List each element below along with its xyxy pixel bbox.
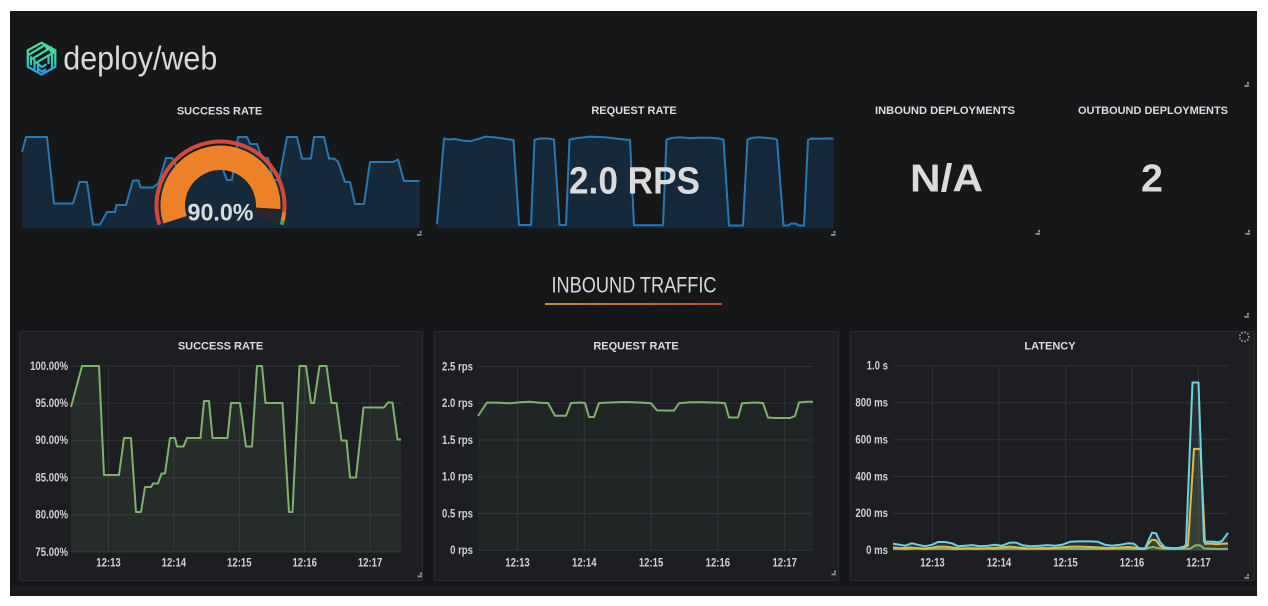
svg-text:12:15: 12:15 (227, 558, 252, 570)
svg-text:90.0%: 90.0% (188, 200, 254, 227)
svg-text:12:16: 12:16 (1120, 558, 1145, 570)
svg-text:REQUEST RATE: REQUEST RATE (591, 105, 676, 117)
svg-text:2.0 rps: 2.0 rps (442, 398, 473, 410)
svg-text:12:13: 12:13 (96, 558, 121, 570)
svg-text:95.00%: 95.00% (35, 398, 68, 410)
svg-text:INBOUND DEPLOYMENTS: INBOUND DEPLOYMENTS (875, 105, 1015, 117)
svg-text:REQUEST RATE: REQUEST RATE (593, 341, 678, 353)
svg-text:0 rps: 0 rps (450, 545, 473, 557)
svg-text:400 ms: 400 ms (855, 471, 888, 483)
svg-text:600 ms: 600 ms (855, 435, 888, 447)
svg-text:12:17: 12:17 (772, 558, 797, 570)
svg-text:1.5 rps: 1.5 rps (442, 435, 473, 447)
svg-text:12:17: 12:17 (358, 558, 383, 570)
svg-text:12:16: 12:16 (706, 558, 731, 570)
svg-text:2.5 rps: 2.5 rps (442, 361, 473, 373)
svg-text:2: 2 (1141, 158, 1163, 201)
svg-text:0 ms: 0 ms (866, 545, 888, 557)
svg-text:90.00%: 90.00% (35, 435, 68, 447)
svg-text:75.00%: 75.00% (35, 547, 68, 559)
svg-text:1.0 s: 1.0 s (867, 361, 888, 373)
svg-text:12:13: 12:13 (920, 558, 945, 570)
svg-text:12:14: 12:14 (987, 558, 1012, 570)
svg-text:85.00%: 85.00% (35, 472, 68, 484)
svg-text:1.0 rps: 1.0 rps (442, 472, 473, 484)
svg-text:deploy/web: deploy/web (63, 39, 217, 76)
svg-text:12:15: 12:15 (639, 558, 664, 570)
svg-text:200 ms: 200 ms (855, 508, 888, 520)
svg-text:12:16: 12:16 (292, 558, 317, 570)
svg-text:12:14: 12:14 (572, 558, 597, 570)
svg-text:SUCCESS RATE: SUCCESS RATE (177, 106, 262, 118)
svg-text:SUCCESS RATE: SUCCESS RATE (178, 341, 263, 353)
svg-text:800 ms: 800 ms (855, 398, 888, 410)
svg-text:OUTBOUND DEPLOYMENTS: OUTBOUND DEPLOYMENTS (1078, 105, 1228, 117)
svg-text:12:13: 12:13 (505, 558, 530, 570)
svg-text:12:14: 12:14 (162, 558, 187, 570)
svg-text:100.00%: 100.00% (30, 361, 68, 373)
svg-text:12:17: 12:17 (1186, 558, 1211, 570)
svg-text:0.5 rps: 0.5 rps (442, 508, 473, 520)
svg-text:80.00%: 80.00% (35, 510, 68, 522)
svg-text:12:15: 12:15 (1053, 558, 1078, 570)
svg-text:N/A: N/A (910, 158, 983, 201)
svg-text:INBOUND TRAFFIC: INBOUND TRAFFIC (552, 273, 717, 298)
svg-text:LATENCY: LATENCY (1024, 341, 1076, 353)
svg-text:2.0 RPS: 2.0 RPS (569, 160, 700, 202)
